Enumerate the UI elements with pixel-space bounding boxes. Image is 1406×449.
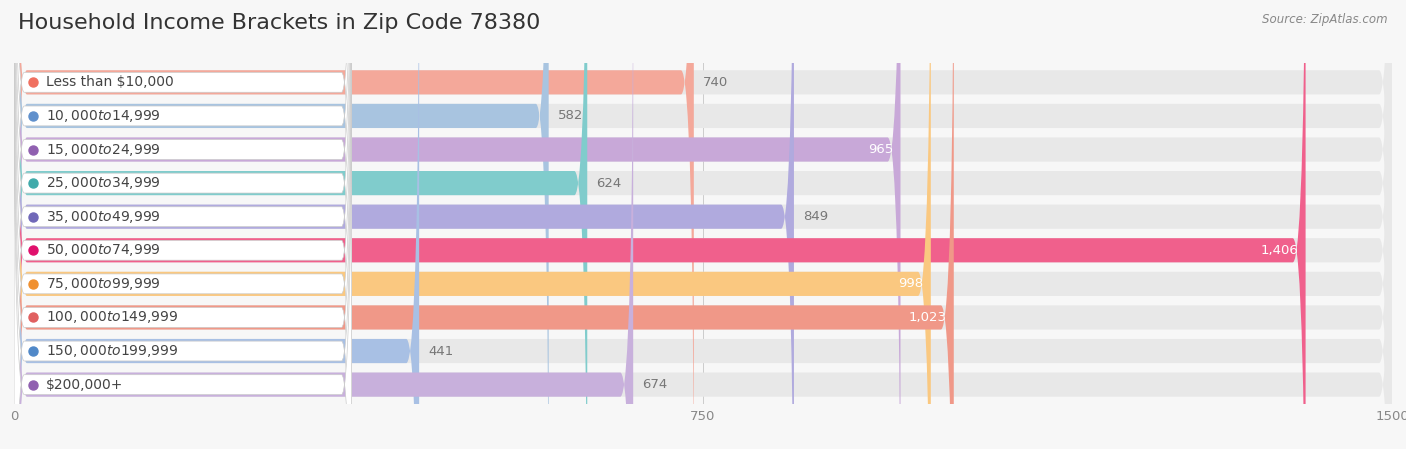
Text: 582: 582 bbox=[558, 110, 583, 123]
FancyBboxPatch shape bbox=[14, 0, 1392, 449]
FancyBboxPatch shape bbox=[14, 0, 352, 449]
FancyBboxPatch shape bbox=[14, 0, 352, 449]
FancyBboxPatch shape bbox=[14, 0, 1392, 449]
FancyBboxPatch shape bbox=[14, 25, 352, 449]
FancyBboxPatch shape bbox=[14, 0, 352, 449]
FancyBboxPatch shape bbox=[14, 0, 1392, 449]
FancyBboxPatch shape bbox=[14, 0, 900, 449]
Text: $200,000+: $200,000+ bbox=[46, 378, 124, 392]
Text: 849: 849 bbox=[803, 210, 828, 223]
Text: Less than $10,000: Less than $10,000 bbox=[46, 75, 174, 89]
Text: Source: ZipAtlas.com: Source: ZipAtlas.com bbox=[1263, 13, 1388, 26]
FancyBboxPatch shape bbox=[14, 0, 352, 449]
FancyBboxPatch shape bbox=[14, 0, 352, 449]
FancyBboxPatch shape bbox=[14, 0, 352, 449]
Text: $25,000 to $34,999: $25,000 to $34,999 bbox=[46, 175, 160, 191]
Text: $15,000 to $24,999: $15,000 to $24,999 bbox=[46, 141, 160, 158]
FancyBboxPatch shape bbox=[14, 0, 931, 449]
FancyBboxPatch shape bbox=[14, 0, 794, 449]
FancyBboxPatch shape bbox=[14, 0, 352, 442]
FancyBboxPatch shape bbox=[14, 0, 693, 449]
Text: 965: 965 bbox=[868, 143, 893, 156]
FancyBboxPatch shape bbox=[14, 0, 633, 449]
FancyBboxPatch shape bbox=[14, 0, 1392, 449]
Text: 1,023: 1,023 bbox=[908, 311, 946, 324]
Text: 998: 998 bbox=[898, 277, 924, 291]
Text: 441: 441 bbox=[429, 344, 454, 357]
FancyBboxPatch shape bbox=[14, 0, 1392, 449]
FancyBboxPatch shape bbox=[14, 0, 1306, 449]
FancyBboxPatch shape bbox=[14, 0, 352, 449]
Text: 740: 740 bbox=[703, 76, 728, 89]
Text: $150,000 to $199,999: $150,000 to $199,999 bbox=[46, 343, 179, 359]
Text: 1,406: 1,406 bbox=[1261, 244, 1298, 257]
Text: $35,000 to $49,999: $35,000 to $49,999 bbox=[46, 209, 160, 224]
Text: $75,000 to $99,999: $75,000 to $99,999 bbox=[46, 276, 160, 292]
FancyBboxPatch shape bbox=[14, 0, 1392, 449]
Text: 674: 674 bbox=[643, 378, 668, 391]
Text: 624: 624 bbox=[596, 176, 621, 189]
FancyBboxPatch shape bbox=[14, 0, 588, 449]
FancyBboxPatch shape bbox=[14, 0, 419, 449]
FancyBboxPatch shape bbox=[14, 0, 1392, 449]
Text: Household Income Brackets in Zip Code 78380: Household Income Brackets in Zip Code 78… bbox=[18, 13, 541, 34]
FancyBboxPatch shape bbox=[14, 0, 1392, 449]
FancyBboxPatch shape bbox=[14, 0, 1392, 449]
Text: $100,000 to $149,999: $100,000 to $149,999 bbox=[46, 309, 179, 326]
FancyBboxPatch shape bbox=[14, 0, 953, 449]
Text: $10,000 to $14,999: $10,000 to $14,999 bbox=[46, 108, 160, 124]
FancyBboxPatch shape bbox=[14, 0, 548, 449]
FancyBboxPatch shape bbox=[14, 0, 352, 449]
FancyBboxPatch shape bbox=[14, 0, 1392, 449]
Text: $50,000 to $74,999: $50,000 to $74,999 bbox=[46, 242, 160, 258]
